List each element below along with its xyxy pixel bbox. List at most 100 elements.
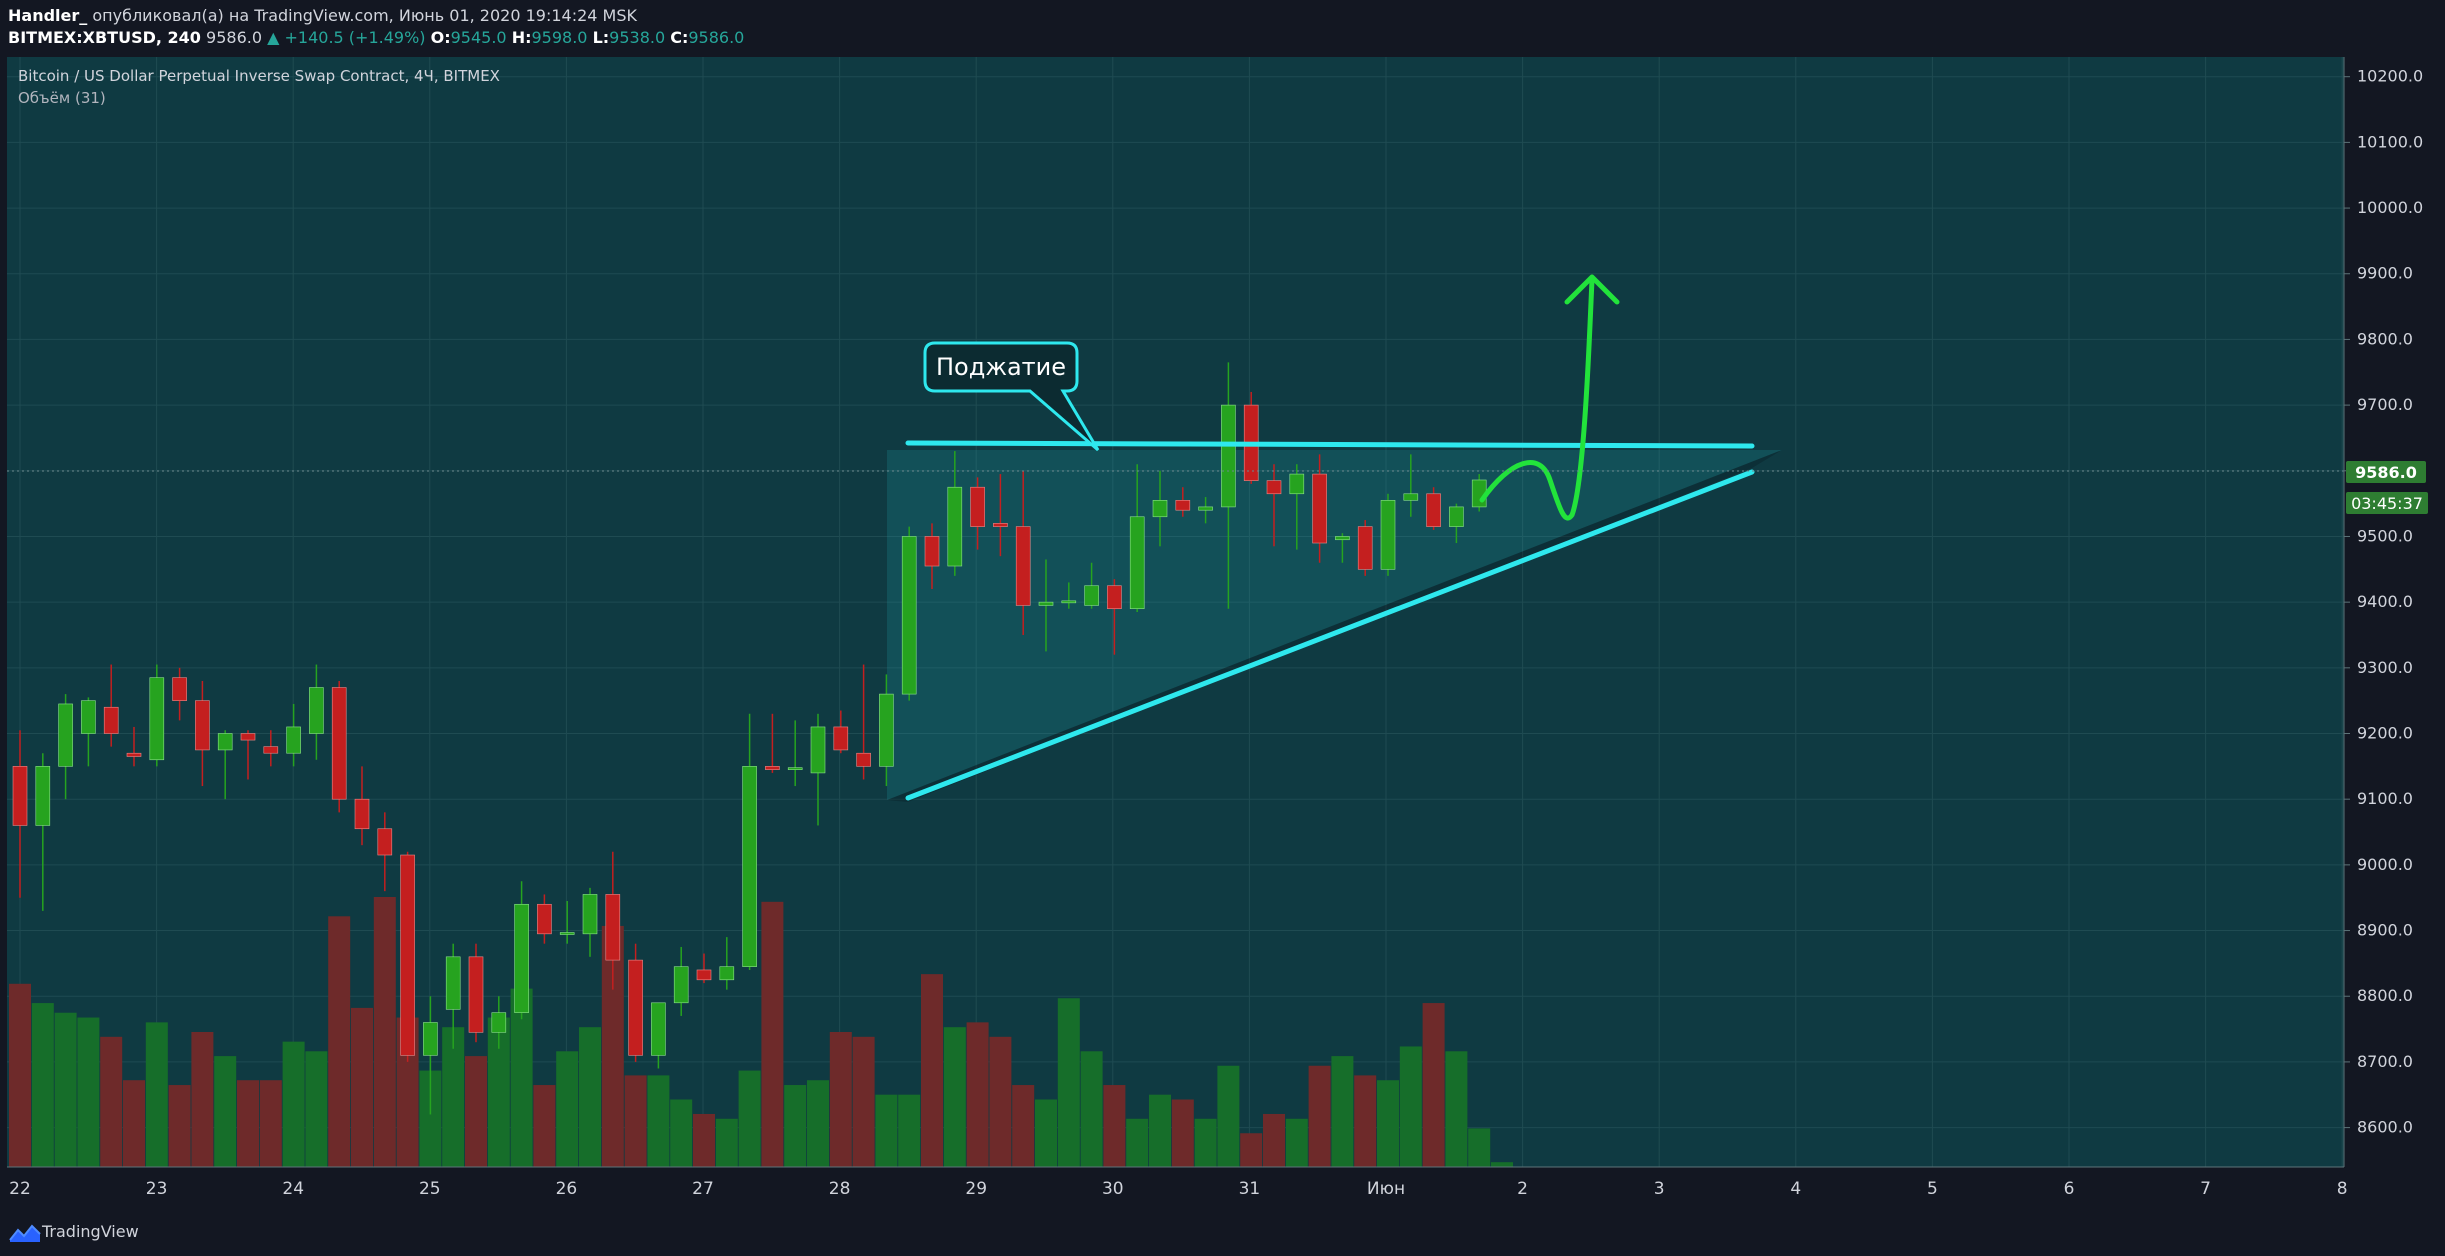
candle-body [970,486,985,527]
volume-bar [943,1027,966,1167]
candle [217,730,233,800]
candle-body [1312,473,1327,544]
candles [12,362,1487,1115]
volume-bar [738,1070,761,1167]
volume-bar [214,1056,237,1167]
candle-body [719,966,735,981]
volume-bar [77,1017,100,1167]
y-axis-labels: 10200.0 10100.0 10000.0 9900.0 9800.0 9700.0 9… [2344,67,2423,1137]
resistance-line[interactable] [905,440,1755,449]
tradingview-logo-icon[interactable] [8,1222,44,1246]
grid-lines [7,57,2344,1167]
close-value: 9586.0 [688,28,745,47]
candle [559,900,575,944]
volume-bar [1399,1046,1422,1167]
volume-bar [487,1017,510,1167]
candle [149,664,165,767]
volume-bar [1012,1085,1035,1167]
candle-body [605,894,621,961]
candle-body [1061,600,1077,604]
candle-body [1038,601,1054,606]
symbol-label: BITMEX:XBTUSD, 240 [8,28,201,47]
candle-body [1403,493,1419,501]
candle [1289,464,1305,550]
y-tick-label: 9800.0 [2357,329,2413,348]
candle-body [514,903,529,1013]
candle [765,713,780,773]
candle-body [286,726,301,754]
x-tick-label: 5 [1927,1179,1938,1199]
legend-title[interactable]: Bitcoin / US Dollar Perpetual Inverse Sw… [18,67,500,85]
candle [172,667,187,721]
candle-body [377,828,393,856]
candle-body [582,894,598,935]
candle [628,943,643,1062]
candle [263,730,279,767]
volume-bar [875,1094,898,1167]
candle [856,664,871,780]
candle-body [856,752,871,767]
volume-bar [761,901,784,1167]
candle-body [559,932,575,935]
volume-bar [1240,1133,1263,1167]
candle-body [947,486,963,567]
high-label: H: [511,28,532,47]
volume-bar [123,1080,145,1167]
volume-bar [1354,1075,1377,1167]
author-name[interactable]: Handler_ [8,6,88,25]
x-tick-label: 22 [9,1179,31,1199]
y-tick-label: 9900.0 [2357,264,2413,283]
y-tick-label: 9300.0 [2357,658,2413,677]
x-tick-label: 4 [1790,1179,1801,1199]
last-price-tag: 9586.0 [2346,461,2426,483]
x-tick-label: 6 [2064,1179,2075,1199]
axes [7,57,2345,1168]
y-tick-label: 9400.0 [2357,592,2413,611]
x-tick-label: 26 [556,1179,578,1199]
volume-bar [282,1041,305,1167]
volume-bar [966,1022,989,1167]
candle-body [12,766,28,826]
volume-bar [419,1070,442,1167]
publish-line: Handler_ опубликовал(а) на TradingView.c… [8,6,637,25]
candle-body [217,733,233,751]
support-line[interactable] [905,469,1755,801]
candle-body [810,726,826,774]
volume-bar [1468,1128,1491,1167]
candle-body [787,767,803,770]
volume-bar [305,1051,328,1167]
candle-body [445,956,461,1010]
candle [81,697,96,767]
y-tick-label: 9700.0 [2357,395,2413,414]
volume-bar [145,1022,168,1167]
volume-bar [921,974,943,1167]
candle-body [833,726,849,751]
candle [673,946,689,1016]
low-label: L: [592,28,610,47]
candle-body [1449,506,1464,527]
volume-bar [237,1080,259,1167]
volume-bar [670,1099,693,1167]
candle-body [879,693,894,767]
volume-bar [1331,1056,1354,1167]
volume-bar [1285,1118,1308,1167]
candle-body [195,700,210,751]
candle [833,710,849,754]
candle [309,664,324,760]
candle [879,674,894,787]
candle-body [1107,585,1122,610]
projection-path[interactable] [1479,277,1595,521]
candle [787,720,803,787]
candle-body [149,677,165,761]
candle [491,996,507,1049]
footer-brand[interactable]: TradingView [42,1222,139,1241]
volume-bar [1308,1065,1331,1167]
candle [947,451,963,576]
annotation-callout[interactable]: Поджатие [923,341,1100,452]
candle [354,766,370,846]
legend-volume[interactable]: Объём (31) [18,89,106,107]
candle-body [1289,473,1305,495]
x-tick-label: Июн [1367,1179,1405,1199]
y-tick-label: 10000.0 [2357,198,2423,217]
